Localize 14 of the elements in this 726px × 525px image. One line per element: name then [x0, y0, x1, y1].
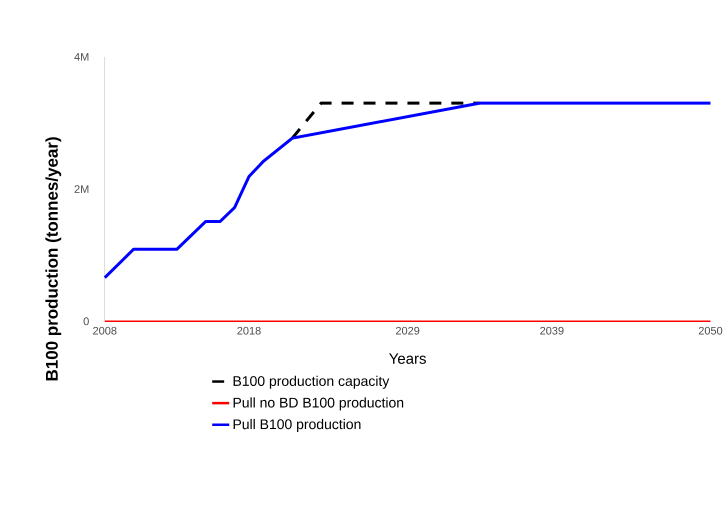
- y-tick-label: 2M: [74, 185, 88, 193]
- y-tick-label: 4M: [74, 53, 88, 61]
- x-tick-label: 2029: [396, 326, 420, 335]
- x-tick-label: 2050: [698, 326, 722, 335]
- y-axis-title: B100 production (tonnes/year): [45, 137, 62, 380]
- y-tick-label: 0: [84, 317, 89, 326]
- x-axis-title: Years: [389, 353, 426, 364]
- legend-label: Pull no BD B100 production: [234, 397, 404, 410]
- legend-label: Pull B100 production: [234, 418, 360, 432]
- x-tick-label: 2039: [540, 326, 564, 335]
- x-tick-label: 2008: [93, 326, 116, 335]
- legend-label: B100 production capacity: [234, 376, 390, 389]
- line-series: [103, 102, 712, 280]
- x-tick-label: 2018: [237, 326, 261, 335]
